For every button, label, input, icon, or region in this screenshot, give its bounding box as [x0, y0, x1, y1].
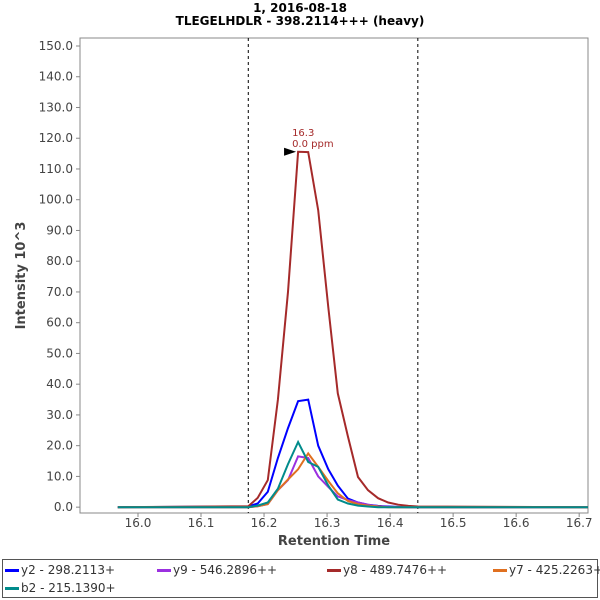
legend-swatch [493, 568, 507, 572]
plot-area[interactable]: 0.0 10.0 20.0 30.0 40.0 50.0 60.0 70.0 80.0 90.0 1… [0, 0, 600, 560]
x-tick-label: 16.5 [440, 516, 467, 530]
legend-item: y9 - 546.2896++ [157, 563, 277, 577]
y-tick-label: 90.0 [46, 223, 73, 237]
x-tick-label: 16.0 [125, 516, 152, 530]
y-axis-label: Intensity 10^3 [14, 222, 29, 330]
legend-item: y7 - 425.2263++ [493, 563, 600, 577]
legend-swatch [327, 568, 341, 572]
series-line [117, 439, 588, 509]
legend: y2 - 298.2113+ y9 - 546.2896++ y8 - 489.74… [2, 559, 600, 598]
x-tick-label: 16.7 [566, 516, 593, 530]
y-tick-label: 10.0 [46, 469, 73, 483]
y-tick-label: 0.0 [54, 500, 73, 514]
y-tick-label: 30.0 [46, 408, 73, 422]
annotation-ppm: 0.0 ppm [292, 139, 334, 150]
x-tick-label: 16.2 [251, 516, 278, 530]
x-tick-label: 16.6 [503, 516, 530, 530]
y-tick-label: 50.0 [46, 346, 73, 360]
legend-item: y8 - 489.7476++ [327, 563, 447, 577]
y-tick-label: 130.0 [39, 100, 73, 114]
series-line [117, 150, 589, 509]
y-tick-label: 110.0 [39, 162, 73, 176]
legend-label: y2 - 298.2113+ [21, 563, 116, 577]
y-tick-label: 60.0 [46, 316, 73, 330]
annotation-rt: 16.3 [292, 128, 314, 139]
x-axis-label: Retention Time [278, 534, 390, 549]
legend-item: b2 - 215.1390+ [5, 581, 116, 595]
y-tick-label: 20.0 [46, 439, 73, 453]
y-tick-label: 150.0 [39, 39, 73, 53]
y-tick-label: 120.0 [39, 131, 73, 145]
chart-subtitle: TLEGELHDLR - 398.2114+++ (heavy) [175, 14, 425, 28]
peak-marker-arrow [284, 147, 297, 156]
x-tick-label: 16.3 [314, 516, 341, 530]
legend-label: b2 - 215.1390+ [21, 581, 116, 595]
x-tick-label: 16.4 [377, 516, 404, 530]
y-tick-label: 100.0 [39, 193, 73, 207]
legend-swatch [157, 568, 171, 572]
x-tick-label: 16.1 [188, 516, 215, 530]
y-tick-label: 80.0 [46, 254, 73, 268]
y-tick-label: 40.0 [46, 377, 73, 391]
legend-label: y8 - 489.7476++ [343, 563, 448, 577]
chart-title: 1, 2016-08-18 [253, 1, 347, 15]
legend-item: y2 - 298.2113+ [5, 563, 115, 577]
legend-label: y7 - 425.2263++ [509, 563, 600, 577]
plot-frame [79, 37, 589, 514]
legend-swatch [5, 586, 19, 590]
legend-label: y9 - 546.2896++ [173, 563, 278, 577]
legend-swatch [5, 568, 19, 572]
y-tick-label: 140.0 [39, 70, 73, 84]
y-tick-label: 70.0 [46, 285, 73, 299]
